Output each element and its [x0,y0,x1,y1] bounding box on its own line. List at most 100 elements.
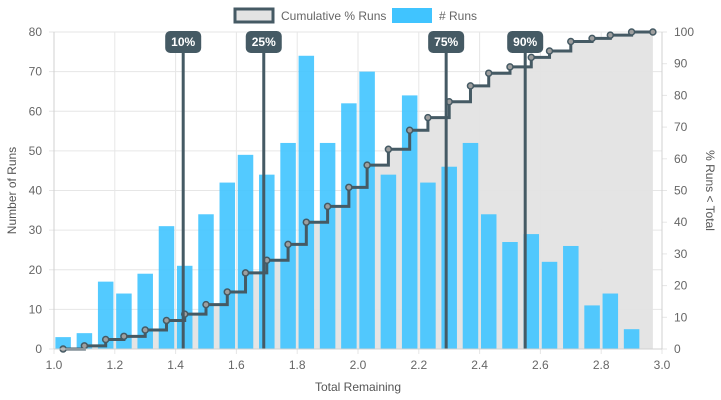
cumulative-point[interactable] [284,240,292,249]
x-tick-label: 1.6 [228,358,245,372]
cumulative-point[interactable] [506,63,514,71]
cumulative-point[interactable] [606,31,615,39]
bar[interactable] [237,154,254,349]
y-left-tick-label: 40 [29,184,43,198]
cumulative-point[interactable] [363,161,371,169]
x-tick-label: 2.0 [350,358,367,372]
y-left-tick-label: 70 [29,65,43,79]
y-right-tick-label: 50 [674,184,688,198]
y-left-tick-label: 20 [29,263,43,277]
bar[interactable] [298,55,315,350]
cumulative-line-series [59,28,657,353]
cumulative-point[interactable] [202,300,210,309]
cumulative-point[interactable] [627,28,636,36]
percentile-label-box [428,31,465,53]
y-right-tick-label: 100 [674,25,694,39]
bar[interactable] [523,234,540,349]
bar[interactable] [462,142,479,349]
y-left-tick-label: 30 [29,223,43,237]
percentile-label-box [165,31,202,53]
cumulative-point[interactable] [141,326,149,334]
bar[interactable] [319,142,336,349]
cumulative-point[interactable] [405,126,414,135]
x-tick-label: 1.2 [106,358,123,372]
bar[interactable] [420,182,436,349]
cumulative-point[interactable] [120,332,128,341]
y-left-tick-label: 0 [35,342,42,356]
y-axis-left-title: Number of Runs [5,147,19,234]
bar[interactable] [502,242,518,349]
cumulative-point[interactable] [527,53,536,62]
cumulative-point[interactable] [384,145,393,154]
cumulative-point[interactable] [588,34,596,43]
y-left-tick-label: 10 [29,302,43,316]
bar[interactable] [602,293,619,349]
x-tick-label: 2.4 [471,358,488,372]
cumulative-point[interactable] [567,37,575,46]
y-left-tick-label: 60 [29,104,43,118]
cumulative-point[interactable] [323,202,332,211]
percentile-label-box [507,31,544,53]
cumulative-point[interactable] [545,47,554,55]
percentile-markers: 10% 25% 75% 90% [165,31,544,349]
x-tick-label: 1.4 [167,358,184,372]
cumulative-point[interactable] [649,28,657,36]
y-right-tick-label: 70 [674,120,688,134]
percentile-label: 75% [434,35,458,49]
percentile-label: 90% [513,35,537,49]
y-right-tick-label: 10 [674,310,688,324]
bar[interactable] [359,71,375,349]
bar[interactable] [401,95,418,350]
cumulative-point[interactable] [484,69,493,77]
legend-label-cumulative[interactable]: Cumulative % Runs [281,9,386,23]
bar[interactable] [380,174,397,349]
y-right-tick-label: 90 [674,57,688,71]
y-right-tick-label: 80 [674,88,688,102]
x-axis-title: Total Remaining [315,380,401,394]
axes: 1.0 1.2 1.4 1.6 1.8 2.0 2.2 2.4 2.6 2.8 3.00102030… [29,25,695,372]
y-right-tick-label: 0 [674,342,681,356]
bar[interactable] [219,182,236,349]
bar[interactable] [563,245,579,349]
x-tick-label: 2.8 [593,358,610,372]
bar[interactable] [584,305,600,349]
percentile-label: 10% [171,35,195,49]
x-tick-label: 1.8 [289,358,306,372]
y-right-tick-label: 30 [674,247,688,261]
percentile-label: 25% [252,35,276,49]
cumulative-point[interactable] [424,113,432,122]
cumulative-point[interactable] [241,269,250,277]
bar[interactable] [441,166,457,349]
bar[interactable] [623,329,640,349]
legend-swatch-runs[interactable] [392,8,432,23]
cumulative-point[interactable] [345,183,353,192]
y-left-tick-label: 80 [29,25,43,39]
cumulative-point[interactable] [302,218,311,226]
x-tick-label: 2.2 [410,358,427,372]
legend-swatch-cumulative[interactable] [233,7,275,24]
bar[interactable] [341,103,357,349]
cumulative-point[interactable] [101,335,110,344]
bar[interactable] [55,337,71,349]
legend-label-runs[interactable]: # Runs [439,9,477,23]
bar[interactable] [480,214,497,349]
legend[interactable]: Cumulative % Runs # Runs [233,7,477,24]
y-right-tick-label: 40 [674,215,688,229]
y-right-tick-label: 60 [674,152,688,166]
x-tick-label: 2.6 [532,358,549,372]
bar[interactable] [176,265,193,349]
x-tick-label: 1.0 [46,358,63,372]
bar[interactable] [158,226,175,349]
x-tick-label: 3.0 [654,358,671,372]
cumulative-point[interactable] [223,288,232,296]
cumulative-point[interactable] [162,316,171,325]
bar[interactable] [97,281,114,349]
bar[interactable] [541,261,558,349]
cumulative-point[interactable] [466,82,475,90]
cumulative-point[interactable] [80,342,89,350]
bar[interactable] [198,214,214,349]
y-right-tick-label: 20 [674,279,688,293]
y-left-tick-label: 50 [29,144,43,158]
